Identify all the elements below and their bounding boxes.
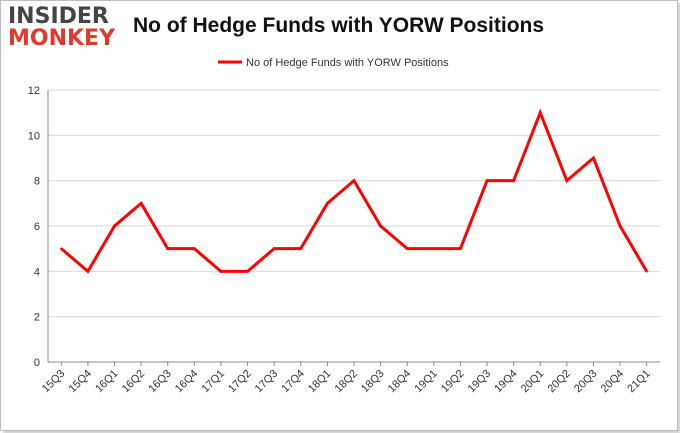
logo-line1: INSIDER — [8, 4, 109, 29]
data-point — [512, 179, 515, 182]
x-tick-label: 18Q1 — [306, 368, 334, 396]
y-tick-label: 12 — [28, 85, 40, 97]
x-tick-label: 17Q3 — [253, 368, 281, 396]
y-axis-ticks: 0 2 4 6 8 10 12 — [28, 85, 40, 369]
y-tick-label: 4 — [34, 266, 40, 278]
x-tick-label: 15Q4 — [67, 368, 95, 396]
y-tick-label: 2 — [34, 312, 40, 324]
x-tick-label: 17Q1 — [200, 368, 228, 396]
x-tick-label: 19Q3 — [466, 368, 494, 396]
data-point — [326, 202, 329, 205]
data-point — [246, 270, 249, 273]
x-tick-label: 18Q2 — [333, 368, 361, 396]
x-tick-label: 17Q4 — [279, 368, 307, 396]
x-tick-label: 19Q4 — [492, 368, 520, 396]
data-point — [352, 179, 356, 182]
x-tick-label: 20Q1 — [519, 368, 547, 396]
data-point — [539, 111, 542, 114]
x-tick-label: 15Q3 — [40, 368, 68, 396]
x-tick-label: 16Q3 — [146, 368, 174, 396]
data-point — [406, 247, 409, 250]
y-tick-label: 0 — [34, 357, 40, 369]
data-point — [219, 270, 223, 273]
data-point — [432, 247, 436, 250]
data-point — [113, 224, 116, 228]
data-point — [60, 247, 63, 250]
data-point — [618, 224, 622, 228]
x-axis-ticks: 15Q3 15Q4 16Q1 16Q2 16Q3 16Q4 17Q1 17Q2 17Q3 17Q4… — [40, 362, 653, 395]
x-tick-label: 20Q3 — [572, 368, 600, 396]
x-tick-label: 18Q4 — [386, 368, 414, 396]
x-tick-label: 17Q2 — [226, 368, 254, 396]
data-point — [272, 247, 276, 250]
series-group — [60, 108, 648, 274]
series-line — [60, 108, 648, 274]
y-tick-label: 6 — [34, 221, 40, 233]
data-point — [299, 247, 302, 250]
logo-line2: MONKEY — [8, 26, 116, 51]
data-point — [592, 156, 595, 160]
data-point — [139, 202, 143, 205]
data-point — [193, 247, 196, 250]
x-tick-label: 16Q1 — [93, 368, 121, 396]
x-tick-label: 21Q1 — [625, 368, 653, 396]
chart-title: No of Hedge Funds with YORW Positions — [133, 14, 545, 37]
insider-monkey-logo: INSIDER MONKEY — [8, 6, 128, 56]
x-tick-label: 16Q4 — [173, 368, 201, 396]
data-point — [166, 247, 169, 250]
legend: No of Hedge Funds with YORW Positions — [218, 57, 449, 69]
grid-lines — [47, 89, 660, 363]
data-point — [485, 179, 489, 182]
data-point — [86, 270, 90, 273]
x-tick-label: 16Q2 — [120, 368, 148, 396]
x-tick-label: 18Q3 — [359, 368, 387, 396]
x-tick-label: 19Q1 — [412, 368, 440, 396]
x-tick-label: 20Q4 — [599, 368, 627, 396]
data-point — [379, 224, 382, 228]
y-tick-label: 10 — [28, 130, 40, 142]
y-tick-label: 8 — [34, 176, 40, 188]
x-tick-label: 19Q2 — [439, 368, 467, 396]
data-point — [459, 247, 462, 250]
legend-label: No of Hedge Funds with YORW Positions — [246, 57, 449, 69]
data-point — [645, 270, 648, 273]
data-point — [565, 179, 569, 182]
x-tick-label: 20Q2 — [545, 368, 573, 396]
